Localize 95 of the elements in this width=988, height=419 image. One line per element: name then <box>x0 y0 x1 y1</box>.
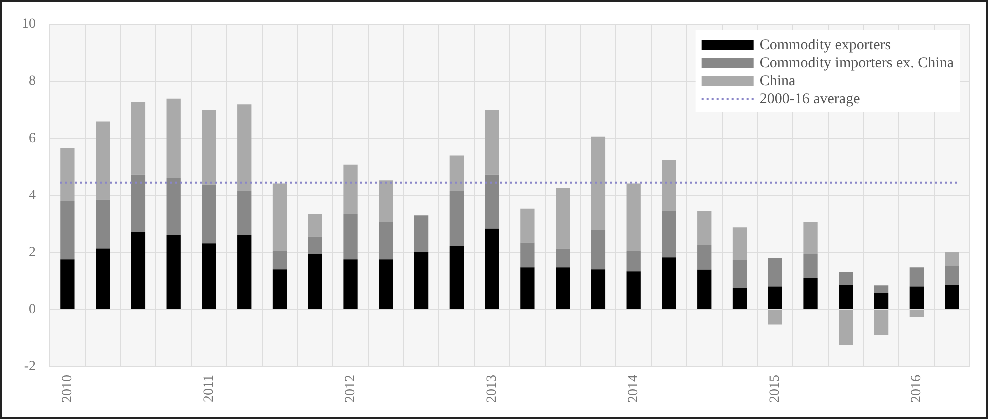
bar <box>732 228 748 260</box>
legend-label: Commodity importers ex. China <box>760 55 954 72</box>
bar <box>804 278 818 310</box>
bar <box>308 254 322 310</box>
bar <box>414 252 429 310</box>
bar <box>202 244 216 310</box>
bar <box>839 272 854 286</box>
bar <box>768 258 782 287</box>
y-tick-label: 8 <box>29 74 36 90</box>
bar <box>379 260 394 310</box>
bar <box>238 104 252 192</box>
bar <box>698 270 712 310</box>
y-tick-label: 0 <box>29 302 36 318</box>
bar <box>272 251 288 270</box>
bar <box>662 211 676 258</box>
bar <box>591 230 606 270</box>
bar <box>626 272 641 310</box>
bar <box>768 286 782 310</box>
bar <box>166 98 181 178</box>
bar <box>910 286 924 310</box>
bar <box>910 268 924 287</box>
bar <box>520 268 535 310</box>
bar <box>450 156 464 192</box>
y-tick-label: -2 <box>24 360 36 375</box>
x-tick-label: 2010 <box>60 375 76 403</box>
bar <box>272 270 288 310</box>
bar <box>698 211 712 246</box>
x-tick-label: 2016 <box>910 375 925 403</box>
bar <box>520 208 535 243</box>
legend-label: Commodity exporters <box>760 37 892 54</box>
bar <box>166 235 181 310</box>
y-tick-label: 10 <box>22 17 36 32</box>
bar <box>945 285 960 310</box>
bar <box>804 222 818 254</box>
bar <box>732 260 748 288</box>
bar <box>166 178 181 236</box>
bar <box>945 252 960 266</box>
bar <box>379 222 394 260</box>
bar <box>308 236 322 254</box>
bar <box>839 310 854 346</box>
bar <box>626 251 641 272</box>
bar <box>556 188 570 249</box>
x-tick-label: 2012 <box>343 375 358 403</box>
bar <box>238 191 252 236</box>
bar <box>591 136 606 230</box>
x-tick-label: 2013 <box>484 375 500 403</box>
bar <box>238 235 252 310</box>
bar <box>556 268 570 310</box>
bar <box>556 248 570 268</box>
bar <box>662 160 676 212</box>
bar <box>96 200 110 249</box>
bar <box>874 286 889 294</box>
bar <box>131 102 146 175</box>
y-tick-label: 6 <box>29 131 36 146</box>
bar <box>131 174 146 232</box>
bar <box>768 310 782 325</box>
bar <box>60 148 75 202</box>
bar <box>662 258 676 310</box>
bar <box>874 293 889 310</box>
bar <box>60 201 75 260</box>
bar <box>732 288 748 310</box>
bar <box>450 191 464 246</box>
y-tick-label: 4 <box>29 188 36 204</box>
x-tick-label: 2015 <box>768 375 784 403</box>
bar <box>131 232 146 310</box>
bar <box>485 110 500 175</box>
bar <box>485 228 500 310</box>
bar <box>344 260 358 310</box>
bar <box>379 180 394 222</box>
bar <box>344 214 358 260</box>
bar <box>202 110 216 185</box>
bar <box>839 285 854 310</box>
bar <box>344 164 358 215</box>
x-tick-label: 2014 <box>626 375 642 403</box>
bar <box>626 184 641 252</box>
x-tick-label: 2011 <box>202 375 217 402</box>
bar <box>414 216 429 253</box>
bar <box>202 184 216 244</box>
bar <box>698 245 712 270</box>
bar <box>308 214 322 237</box>
bar <box>60 260 75 310</box>
bar <box>945 266 960 286</box>
bar <box>485 174 500 229</box>
legend-label: China <box>760 73 796 90</box>
y-tick-label: 2 <box>29 245 36 260</box>
bar <box>96 248 110 310</box>
bar <box>450 246 464 310</box>
bar <box>804 254 818 278</box>
bar <box>591 270 606 310</box>
bar <box>272 184 288 252</box>
bar <box>520 242 535 268</box>
bar <box>910 310 924 318</box>
bar <box>874 310 889 336</box>
bar <box>96 122 110 200</box>
legend-label: 2000-16 average <box>760 91 861 108</box>
